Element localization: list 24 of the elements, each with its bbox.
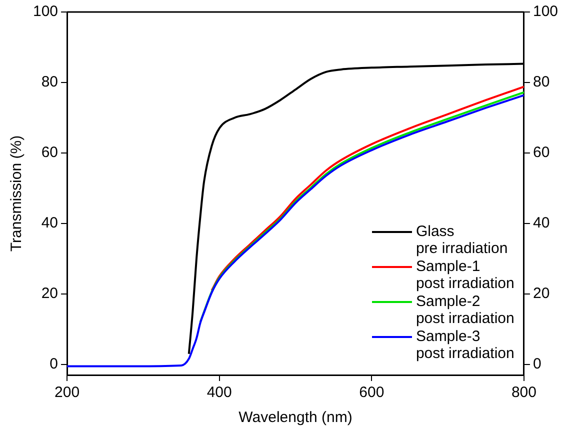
y2-tick-label: 60 [532, 144, 550, 162]
line-series [67, 94, 524, 368]
x-tick-label: 400 [206, 384, 232, 402]
y-axis-title: Transmission (%) [8, 135, 26, 252]
x-axis-title: Wavelength (nm) [238, 409, 352, 426]
legend-label: Sample-2 post irradiation [416, 293, 514, 327]
y-tick-label: 0 [50, 356, 58, 373]
y-tick-label: 20 [41, 285, 58, 302]
y2-tick-label: 0 [532, 356, 542, 373]
y-tick-label: 40 [41, 214, 58, 232]
line-series [210, 86, 524, 292]
legend-label: Sample-1 post irradiation [416, 258, 514, 292]
y-tick-label: 80 [41, 74, 58, 91]
legend-label: Glass pre irradiation [416, 223, 508, 257]
y2-tick-label: 80 [532, 74, 550, 91]
y-tick-label: 100 [32, 3, 58, 20]
x-tick-label: 800 [511, 384, 536, 402]
legend-label: Sample-3 post irradiation [416, 328, 514, 362]
y2-tick-label: 20 [532, 285, 550, 302]
x-tick-label: 200 [54, 384, 80, 402]
y-tick-label: 60 [41, 144, 58, 162]
x-tick-label: 600 [359, 384, 384, 402]
y2-tick-label: 100 [532, 3, 558, 20]
y2-tick-label: 40 [532, 214, 550, 232]
